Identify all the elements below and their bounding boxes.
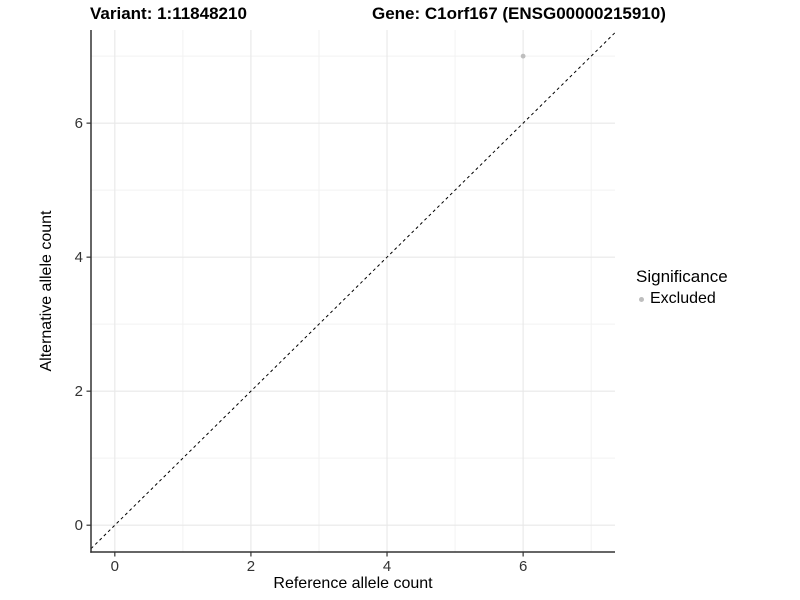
x-tick-label: 0 xyxy=(111,558,119,575)
legend-item-label: Excluded xyxy=(650,290,716,307)
x-axis-title: Reference allele count xyxy=(273,575,433,592)
variant-title: Variant: 1:11848210 xyxy=(90,4,247,23)
legend-title: Significance xyxy=(636,267,728,286)
y-tick-label: 0 xyxy=(75,517,83,534)
x-tick-label: 4 xyxy=(383,558,391,575)
identity-dashed-line xyxy=(90,32,616,550)
x-tick-label: 6 xyxy=(519,558,527,575)
y-tick-label: 6 xyxy=(75,115,83,132)
excluded-point-icon xyxy=(639,296,644,302)
y-axis-title: Alternative allele count xyxy=(38,210,55,372)
y-tick-label: 2 xyxy=(75,383,83,400)
legend-item-excluded: Excluded xyxy=(636,290,728,308)
gene-title: Gene: C1orf167 (ENSG00000215910) xyxy=(372,4,666,23)
data-point xyxy=(520,53,526,59)
y-tick-label: 4 xyxy=(75,249,83,266)
legend: Significance Excluded xyxy=(636,267,728,308)
x-tick-label: 2 xyxy=(247,558,255,575)
